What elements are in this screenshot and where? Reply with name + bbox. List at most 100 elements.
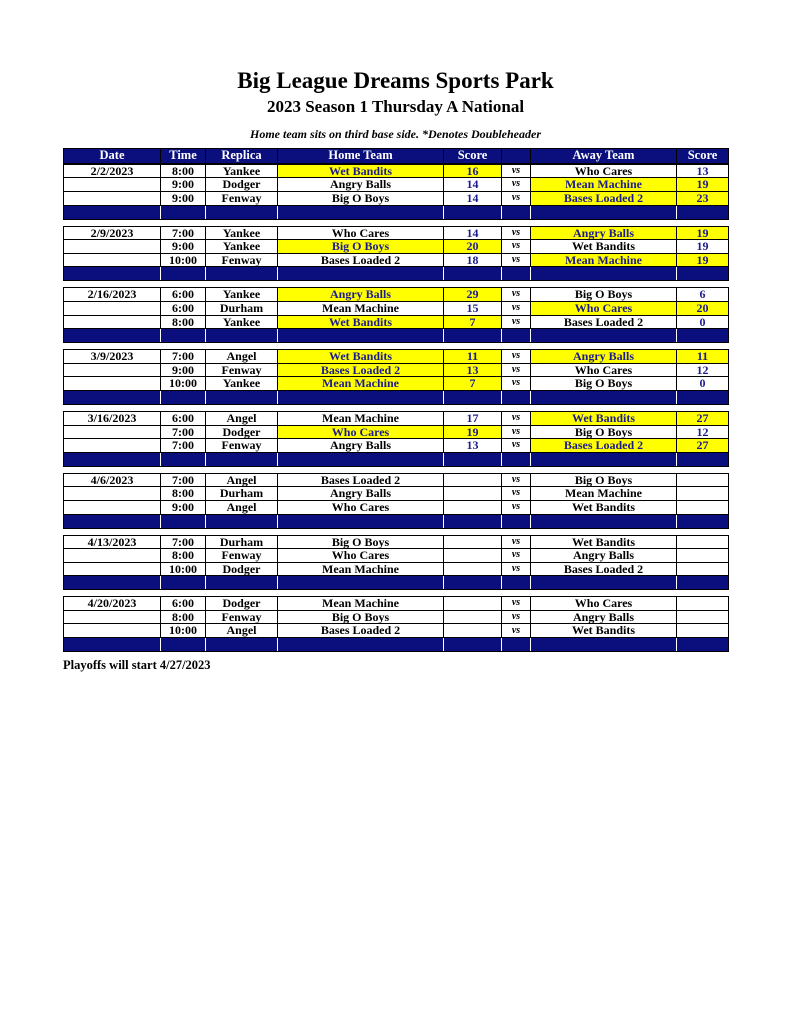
game-row: 3/9/2023 7:00 Angel Wet Bandits 11 vs An… [63,349,729,364]
replica-cell: Fenway [205,191,278,206]
schedule-header-table: Date Time Replica Home Team Score Away T… [63,147,729,164]
home-team-note: Home team sits on third base side. *Deno… [250,126,541,141]
separator-cell [676,513,729,529]
separator-cell [501,328,531,344]
time-cell: 8:00 [160,609,206,625]
replica-cell: Fenway [205,609,278,625]
date-cell: 3/16/2023 [63,410,161,426]
separator-cell [443,575,502,591]
vs-cell: vs [501,163,531,179]
separator-cell [160,266,206,282]
game-row: 9:00 Angel Who Cares vs Wet Bandits [63,499,729,515]
home-team-cell: Angry Balls [277,177,444,193]
home-team-cell: Who Cares [277,424,444,440]
home-score-cell: 14 [443,177,502,193]
schedule-block: 3/9/2023 7:00 Angel Wet Bandits 11 vs An… [63,349,729,405]
date-cell: 4/13/2023 [63,534,161,550]
replica-cell: Dodger [205,424,278,440]
separator-cell [530,266,677,282]
time-cell: 7:00 [160,472,206,488]
time-cell: 9:00 [160,191,206,206]
away-score-cell: 19 [676,239,729,254]
replica-cell: Dodger [205,561,278,577]
replica-cell: Yankee [205,314,278,330]
date-cell: 4/20/2023 [63,596,161,611]
away-score-cell [676,609,729,625]
game-row: 10:00 Dodger Mean Machine vs Bases Loade… [63,561,729,577]
separator-cell [63,637,161,653]
separator-cell [277,204,444,220]
game-row: 10:00 Fenway Bases Loaded 2 18 vs Mean M… [63,252,729,268]
vs-cell: vs [501,438,531,453]
time-cell: 9:00 [160,362,206,378]
time-cell: 6:00 [160,596,206,611]
separator-row [63,575,729,591]
replica-cell: Fenway [205,362,278,378]
date-cell [63,499,161,515]
separator-row [63,637,729,653]
time-cell: 10:00 [160,623,206,639]
game-row: 9:00 Fenway Bases Loaded 2 13 vs Who Car… [63,362,729,378]
separator-row [63,451,729,467]
schedule-block: 3/16/2023 6:00 Angel Mean Machine 17 vs … [63,410,729,467]
home-score-cell: 18 [443,252,502,268]
time-cell: 10:00 [160,376,206,391]
vs-cell: vs [501,486,531,501]
separator-cell [63,204,161,220]
date-cell [63,362,161,378]
home-team-cell: Who Cares [277,548,444,563]
date-cell [63,376,161,391]
separator-row [63,513,729,529]
time-cell: 7:00 [160,349,206,364]
replica-cell: Dodger [205,177,278,193]
away-score-cell [676,499,729,515]
vs-cell: vs [501,362,531,378]
time-cell: 6:00 [160,287,206,302]
away-score-cell [676,548,729,563]
replica-cell: Angel [205,499,278,515]
away-score-cell: 11 [676,349,729,364]
vs-cell: vs [501,225,531,241]
separator-cell [63,451,161,467]
home-score-cell: 15 [443,300,502,316]
game-row: 10:00 Angel Bases Loaded 2 vs Wet Bandit… [63,623,729,639]
separator-cell [205,513,278,529]
away-team-cell: Bases Loaded 2 [530,438,677,453]
schedule-block: 4/6/2023 7:00 Angel Bases Loaded 2 vs Bi… [63,472,729,529]
playoffs-note: Playoffs will start 4/27/2023 [63,658,211,673]
title-block: Big League Dreams Sports Park 2023 Seaso… [0,0,791,142]
home-team-cell: Angry Balls [277,438,444,453]
home-team-cell: Angry Balls [277,486,444,501]
replica-cell: Yankee [205,225,278,241]
home-score-cell [443,486,502,501]
replica-cell: Durham [205,300,278,316]
col-header-away-team: Away Team [530,147,677,164]
away-score-cell: 0 [676,376,729,391]
away-team-cell: Wet Bandits [530,623,677,639]
away-team-cell: Angry Balls [530,609,677,625]
away-team-cell: Wet Bandits [530,499,677,515]
vs-cell: vs [501,548,531,563]
schedule-header-row: Date Time Replica Home Team Score Away T… [63,147,729,164]
home-team-cell: Big O Boys [277,191,444,206]
away-team-cell: Angry Balls [530,225,677,241]
game-row: 7:00 Fenway Angry Balls 13 vs Bases Load… [63,438,729,453]
away-score-cell: 12 [676,424,729,440]
separator-cell [443,513,502,529]
separator-cell [205,451,278,467]
page-title: Big League Dreams Sports Park [237,68,554,93]
away-team-cell: Who Cares [530,596,677,611]
separator-cell [443,389,502,405]
home-score-cell: 13 [443,362,502,378]
home-team-cell: Bases Loaded 2 [277,252,444,268]
time-cell: 9:00 [160,177,206,193]
away-team-cell: Big O Boys [530,376,677,391]
home-score-cell [443,472,502,488]
separator-cell [205,328,278,344]
date-cell [63,191,161,206]
separator-cell [501,389,531,405]
away-team-cell: Mean Machine [530,177,677,193]
date-cell: 4/6/2023 [63,472,161,488]
separator-cell [277,575,444,591]
separator-row [63,204,729,220]
